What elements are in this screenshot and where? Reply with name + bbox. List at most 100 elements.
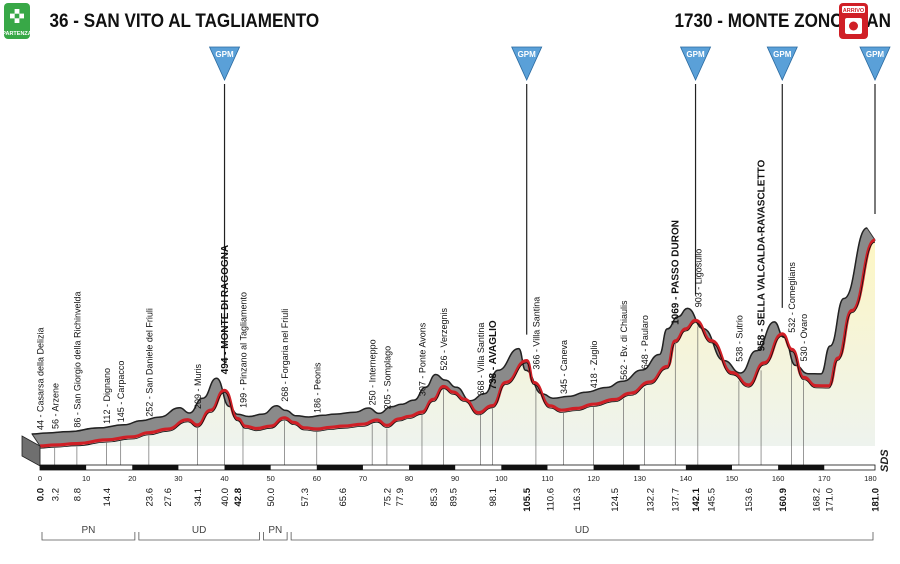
- waypoint-label: 1069 - PASSO DURON: [671, 220, 682, 325]
- km-distance-label: 116.3: [572, 488, 583, 511]
- km-tick-label: 30: [174, 474, 182, 483]
- waypoint-label: 738 - AVAGLIO: [488, 320, 499, 389]
- km-distance-label: 98.1: [488, 488, 499, 507]
- km-distance-label: 142.1: [691, 487, 702, 511]
- region-bracket: [138, 532, 260, 541]
- kom-label: GPM: [215, 50, 234, 59]
- waypoint-label: 532 - Comeglians: [787, 262, 797, 333]
- finish-title: 1730 - MONTE ZONCOLAN: [675, 10, 891, 31]
- waypoint-label: 538 - Sutrio: [734, 315, 744, 362]
- km-axis-segment: [778, 465, 825, 470]
- kom-triangle-icon: [679, 46, 712, 81]
- region-label: UD: [575, 525, 589, 536]
- km-distance-label: 42.8: [233, 488, 244, 507]
- km-distance-label: 89.5: [448, 488, 459, 507]
- region-label: PN: [81, 525, 95, 536]
- km-distance-label: 168.2: [812, 488, 823, 512]
- km-tick-label: 90: [451, 474, 459, 483]
- km-tick-label: 80: [405, 474, 413, 483]
- kom-label: GPM: [518, 50, 537, 59]
- km-tick-label: 0: [38, 474, 42, 483]
- km-distance-label: 160.9: [778, 488, 789, 512]
- km-distance-label: 0.0: [36, 488, 47, 501]
- km-distance-label: 3.2: [50, 488, 61, 501]
- waypoint-label: 199 - Pinzano al Tagliamento: [239, 292, 249, 408]
- km-tick-label: 70: [359, 474, 367, 483]
- region-label: UD: [192, 525, 206, 536]
- km-axis-segment: [132, 465, 179, 470]
- km-distance-label: 27.6: [163, 488, 174, 507]
- km-axis-segment: [224, 465, 271, 470]
- start-badge-label: PARTENZA: [2, 31, 32, 37]
- waypoint-label: 368 - Villa Santina: [476, 323, 486, 396]
- waypoint-label: 44 - Casarsa della Delizia: [36, 327, 46, 430]
- km-distance-label: 132.2: [645, 488, 656, 512]
- km-distance-label: 75.2: [382, 488, 393, 507]
- waypoint-label: 903 - Ligosullo: [693, 249, 703, 308]
- waypoint-label: 86 - San Giorgio della Richinvelda: [72, 292, 82, 428]
- waypoint-label: 526 - Verzegnis: [439, 307, 449, 370]
- road-shadow-line: [39, 241, 876, 449]
- waypoint-label: 209 - Muris: [193, 363, 203, 409]
- kom-triangle-icon: [511, 46, 543, 81]
- km-tick-label: 120: [587, 474, 600, 483]
- finish-badge-label: ARRIVO: [843, 8, 865, 14]
- kom-triangle-icon: [208, 46, 241, 81]
- km-axis-segment: [316, 465, 363, 470]
- waypoint-label: 250 - Interneppo: [368, 339, 378, 405]
- waypoint-label: 307 - Ponte Avons: [418, 322, 428, 396]
- km-distance-label: 145.5: [707, 488, 718, 512]
- waypoint-label: 252 - San Daniele del Friuli: [144, 308, 154, 417]
- km-tick-label: 60: [313, 474, 321, 483]
- waypoint-label: 56 - Arzene: [50, 383, 60, 429]
- km-tick-label: 50: [266, 474, 274, 483]
- km-tick-label: 160: [772, 474, 785, 483]
- profile-area-fill: [40, 240, 875, 446]
- km-distance-label: 65.6: [338, 488, 349, 507]
- waypoint-label: 186 - Peonis: [312, 362, 322, 413]
- km-tick-label: 100: [495, 474, 508, 483]
- waypoint-label: 418 - Zuglio: [589, 341, 599, 389]
- km-distance-label: 171.0: [824, 488, 835, 512]
- region-label: PN: [268, 525, 282, 536]
- km-distance-label: 34.1: [193, 488, 204, 507]
- waypoint-label: 366 - Villa Santina: [531, 297, 541, 370]
- km-tick-label: 150: [726, 474, 739, 483]
- km-distance-label: 181.0: [871, 488, 882, 512]
- km-distance-label: 57.3: [300, 488, 311, 507]
- region-bracket: [263, 532, 288, 541]
- finish-badge: ARRIVO: [839, 3, 868, 39]
- waypoint-label: 205 - Somplago: [382, 346, 392, 410]
- km-tick-label: 10: [82, 474, 90, 483]
- km-distance-label: 50.0: [266, 488, 277, 507]
- waypoint-label: 562 - Bv. di Chiaulis: [619, 300, 629, 380]
- km-distance-label: 23.6: [144, 488, 155, 507]
- km-distance-label: 14.4: [102, 488, 113, 507]
- km-axis-segment: [501, 465, 548, 470]
- brand-logo: SDS: [879, 449, 891, 472]
- road-line: [39, 238, 876, 448]
- waypoint-label: 958 - SELLA VALCALDA-RAVASCLETTO: [757, 160, 768, 352]
- km-tick-label: 20: [128, 474, 136, 483]
- km-tick-label: 140: [680, 474, 693, 483]
- waypoint-label: 345 - Caneva: [559, 340, 569, 394]
- km-distance-label: 85.3: [429, 488, 440, 507]
- kom-triangle-icon: [859, 46, 891, 81]
- km-distance-label: 110.6: [546, 488, 557, 511]
- km-distance-label: 153.6: [744, 488, 755, 512]
- km-distance-label: 137.7: [671, 488, 682, 512]
- region-bracket: [290, 532, 874, 541]
- km-tick-label: 180: [864, 474, 877, 483]
- waypoint-label: 648 - Paularo: [640, 315, 650, 369]
- kom-label: GPM: [686, 50, 705, 59]
- km-distance-label: 40.0: [220, 488, 231, 507]
- km-tick-label: 40: [220, 474, 228, 483]
- km-tick-label: 110: [541, 474, 553, 483]
- km-tick-label: 170: [818, 474, 831, 483]
- km-distance-label: 8.8: [72, 488, 83, 501]
- kom-label: GPM: [773, 50, 792, 59]
- waypoint-label: 494 - MONTE DI RAGOGNA: [220, 245, 231, 374]
- waypoint-label: 112 - Dignano: [102, 368, 112, 424]
- km-axis-segment: [409, 465, 456, 470]
